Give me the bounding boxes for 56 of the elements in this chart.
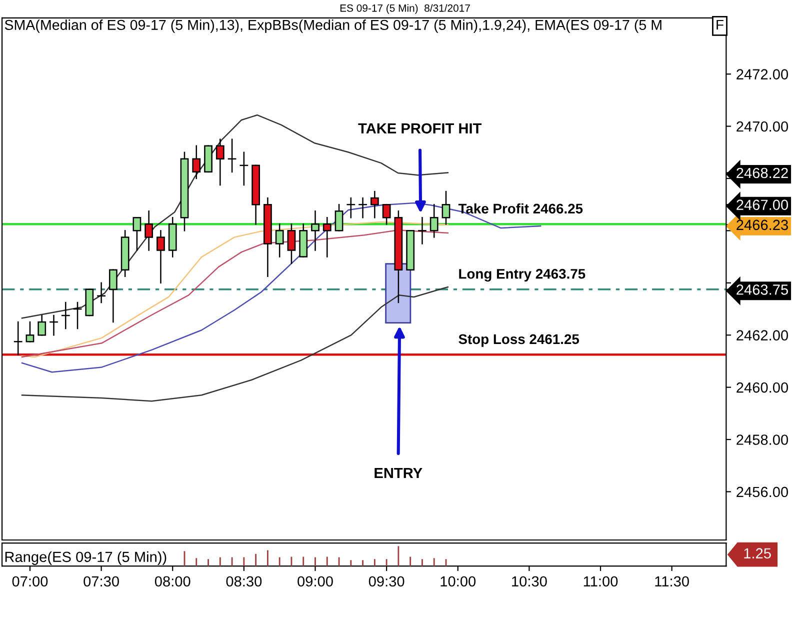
ref-line-label: Stop Loss 2461.25 (458, 334, 580, 347)
y-tick-label: 2470.00 (736, 121, 788, 132)
y-tick-label: 2456.00 (736, 486, 788, 498)
chart-title: Range(ES 09-17 (5 Min)) (5, 551, 166, 565)
x-tick-label: 07:00 (12, 576, 48, 587)
candlestick (97, 282, 106, 304)
x-tick-label: 08:00 (154, 576, 190, 587)
candlestick (287, 224, 296, 264)
chart-subtitle: SMA(Median of ES 09-17 (5 Min),13), ExpBBs(Median of ES 09-17 (5 Min),1.9,24), EMA(ES 09-17 (5 M (4, 19, 662, 33)
annotation: F (716, 20, 724, 30)
candlestick (382, 204, 391, 225)
candlestick (26, 321, 34, 342)
candlestick (61, 302, 70, 330)
y-tick-label: 2462.00 (736, 330, 788, 341)
candlestick (108, 269, 118, 323)
x-tick-label: 11:30 (655, 576, 689, 587)
chart-title: ES 09-17 (5 Min) 8/31/2017 (340, 4, 470, 14)
candlestick (38, 314, 46, 336)
candlestick (275, 224, 284, 258)
candlestick (240, 152, 248, 186)
y-tick-label: 2458.00 (736, 434, 788, 445)
annotation: TAKE PROFIT HIT (358, 123, 482, 134)
y-tick-label: 2466.23 (736, 220, 788, 230)
x-tick-label: 11:00 (584, 576, 618, 587)
candlestick (334, 204, 344, 232)
y-tick-label: 2463.75 (736, 284, 788, 295)
y-tick-label: 2472.00 (736, 69, 788, 80)
candlestick (144, 210, 154, 251)
candlestick (442, 190, 450, 225)
x-tick-label: 09:00 (298, 576, 333, 587)
y-tick-label: 2460.00 (736, 382, 788, 393)
candlestick (132, 216, 142, 251)
candlestick (370, 190, 379, 218)
candlestick (358, 197, 367, 218)
candlestick (311, 210, 320, 251)
x-tick-label: 08:30 (226, 576, 262, 587)
candlestick (430, 204, 438, 238)
candlestick (346, 197, 356, 218)
candlestick (14, 321, 22, 356)
x-tick-label: 07:30 (84, 576, 119, 587)
text: 1.25 (744, 548, 771, 559)
x-tick-label: 10:00 (440, 576, 476, 587)
ref-line-label: Take Profit 2466.25 (458, 203, 583, 214)
candlestick (322, 216, 332, 258)
y-tick-label: 2468.22 (736, 168, 788, 178)
line-series (21, 286, 449, 402)
candlestick (418, 216, 426, 244)
x-tick-label: 10:30 (512, 576, 547, 587)
annotation: ENTRY (374, 468, 422, 478)
candlestick (192, 145, 201, 180)
candlestick (156, 230, 165, 284)
candlestick (50, 314, 58, 336)
candlestick (216, 138, 224, 186)
x-tick-label: 09:30 (368, 576, 404, 587)
y-tick-label: 2467.00 (736, 200, 788, 210)
ref-line-label: Long Entry 2463.75 (459, 268, 586, 282)
